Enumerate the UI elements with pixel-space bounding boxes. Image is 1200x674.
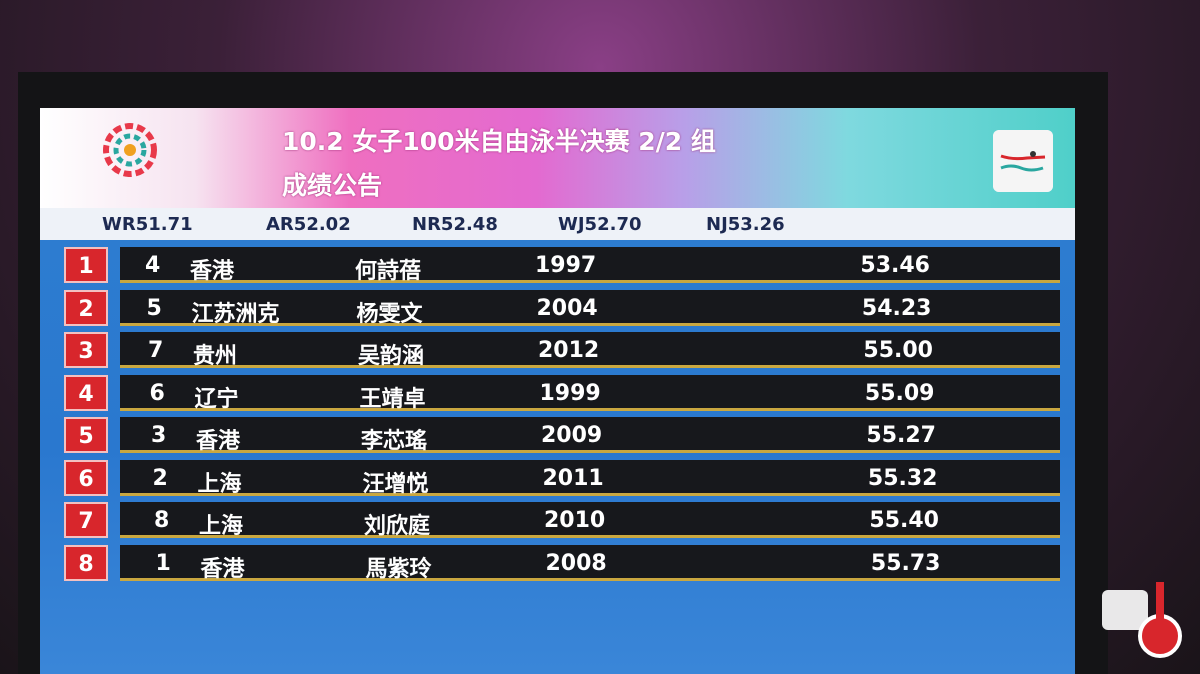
time: 55.40 xyxy=(869,508,939,533)
row-bar: 3 香港 李芯瑤 2009 55.27 xyxy=(120,417,1060,454)
header: 10.2 女子100米自由泳半决赛 2/2 组 成绩公告 xyxy=(40,108,1075,208)
team: 江苏洲克 xyxy=(191,301,280,327)
row-bar: 7 贵州 吴韵涵 2012 55.00 xyxy=(120,332,1060,369)
rank: 2 xyxy=(64,289,108,326)
birth-year: 1999 xyxy=(539,380,601,406)
athlete: 汪增悦 xyxy=(362,471,429,497)
time: 55.27 xyxy=(866,423,936,448)
team: 上海 xyxy=(197,471,242,497)
result-row: 7 8 上海 刘欣庭 2010 55.40 xyxy=(40,500,1075,540)
row-bar: 6 辽宁 王靖卓 1999 55.09 xyxy=(120,374,1060,412)
row-bar: 8 上海 刘欣庭 2010 55.40 xyxy=(120,502,1060,539)
record: NJ53.26 xyxy=(706,214,785,235)
row-bar: 5 江苏洲克 杨雯文 2004 54.23 xyxy=(120,289,1060,327)
birth-year: 2004 xyxy=(536,295,598,321)
lane: 4 xyxy=(145,253,161,278)
result-row: 1 4 香港 何詩蓓 1997 53.46 xyxy=(40,245,1075,285)
lane: 7 xyxy=(148,338,164,363)
team: 香港 xyxy=(190,259,235,284)
result-row: 3 7 贵州 吴韵涵 2012 55.00 xyxy=(40,330,1075,370)
rank: 1 xyxy=(64,247,108,283)
rank: 5 xyxy=(64,417,108,453)
lane: 3 xyxy=(151,423,167,448)
results-board: 10.2 女子100米自由泳半决赛 2/2 组 成绩公告 WR51.71 AR52… xyxy=(40,108,1075,674)
record: WR51.71 xyxy=(102,214,193,235)
team: 上海 xyxy=(199,514,244,539)
rank: 7 xyxy=(64,502,108,538)
team: 香港 xyxy=(196,429,241,454)
row-bar: 1 香港 馬紫玲 2008 55.73 xyxy=(120,544,1060,582)
header-subtitle: 成绩公告 xyxy=(282,171,383,200)
birth-year: 1997 xyxy=(535,253,597,278)
birth-year: 2010 xyxy=(544,508,606,533)
athlete: 杨雯文 xyxy=(356,301,423,327)
header-title: 10.2 女子100米自由泳半决赛 2/2 组 xyxy=(282,127,716,156)
athlete: 王靖卓 xyxy=(359,386,426,412)
athlete: 刘欣庭 xyxy=(364,514,431,539)
row-bar: 4 香港 何詩蓓 1997 53.46 xyxy=(120,247,1060,284)
result-row: 2 5 江苏洲克 杨雯文 2004 54.23 xyxy=(40,288,1075,328)
lane: 6 xyxy=(149,380,165,406)
team: 辽宁 xyxy=(194,386,239,412)
lane: 8 xyxy=(154,508,170,533)
athlete: 吴韵涵 xyxy=(358,344,425,369)
games-logo xyxy=(103,123,157,177)
time: 55.00 xyxy=(863,338,933,363)
athlete: 馬紫玲 xyxy=(365,556,432,582)
time: 55.73 xyxy=(870,550,941,576)
lane: 2 xyxy=(152,465,168,491)
birth-year: 2011 xyxy=(542,465,604,491)
result-row: 5 3 香港 李芯瑤 2009 55.27 xyxy=(40,415,1075,455)
time: 53.46 xyxy=(860,253,930,278)
time: 55.09 xyxy=(864,380,935,406)
record: AR52.02 xyxy=(266,214,351,235)
time: 55.32 xyxy=(867,465,938,491)
birth-year: 2009 xyxy=(541,423,603,448)
row-bar: 2 上海 汪增悦 2011 55.32 xyxy=(120,459,1060,497)
rank: 8 xyxy=(64,544,108,581)
rank: 3 xyxy=(64,332,108,368)
birth-year: 2012 xyxy=(538,338,600,363)
lane: 5 xyxy=(146,295,162,321)
lane: 1 xyxy=(155,550,171,576)
athlete: 李芯瑤 xyxy=(361,429,428,454)
birth-year: 2008 xyxy=(545,550,607,576)
team: 香港 xyxy=(200,556,245,582)
rank: 4 xyxy=(64,374,108,411)
team: 贵州 xyxy=(193,344,238,369)
athlete: 何詩蓓 xyxy=(355,259,422,284)
result-row: 6 2 上海 汪增悦 2011 55.32 xyxy=(40,458,1075,498)
watermark xyxy=(1102,582,1182,658)
time: 54.23 xyxy=(861,295,932,321)
record: NR52.48 xyxy=(412,214,498,235)
records-bar: WR51.71 AR52.02 NR52.48 WJ52.70 NJ53.26 xyxy=(40,208,1075,240)
record: WJ52.70 xyxy=(558,214,642,235)
result-row: 4 6 辽宁 王靖卓 1999 55.09 xyxy=(40,373,1075,413)
result-row: 8 1 香港 馬紫玲 2008 55.73 xyxy=(40,543,1075,583)
rank: 6 xyxy=(64,459,108,496)
swimming-icon xyxy=(993,130,1053,192)
